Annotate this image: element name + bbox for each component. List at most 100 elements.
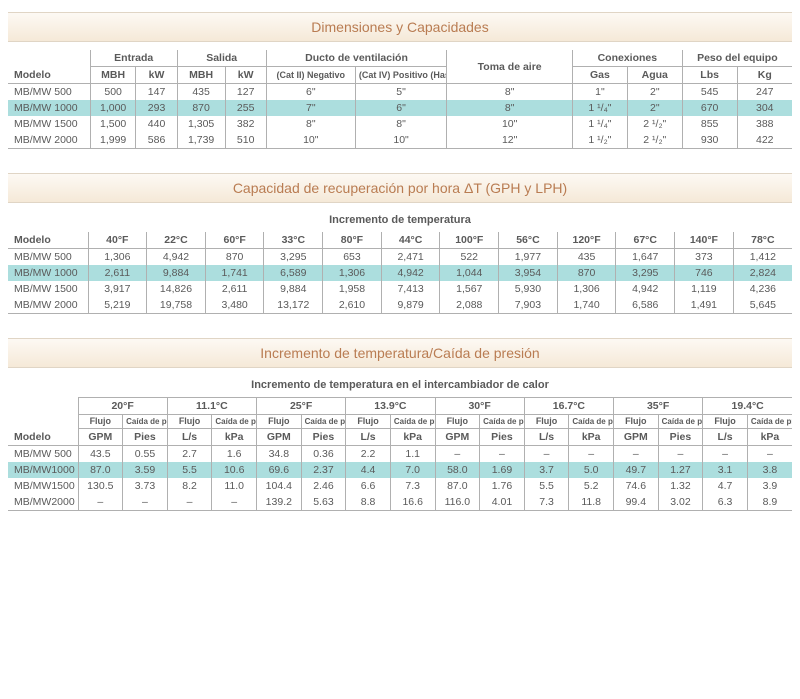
cell: 8.8 [346, 494, 391, 511]
th-temp: 19.4°C [703, 398, 792, 415]
th-flujo: Flujo [524, 415, 569, 429]
th-temp: 16.7°C [524, 398, 613, 415]
cell: 2 ¹/₂" [627, 132, 682, 149]
cell: – [78, 494, 123, 511]
cell: 6" [355, 100, 446, 116]
table-row: MB/MW2000––––139.25.638.816.6116.04.017.… [8, 494, 792, 511]
cell: 10" [447, 116, 573, 132]
cell: 104.4 [257, 478, 302, 494]
cell: 5,219 [88, 297, 147, 314]
th-flujo: Flujo [346, 415, 391, 429]
table-row: MB/MW 15003,91714,8262,6119,8841,9587,41… [8, 281, 792, 297]
th-flujo: Flujo [257, 415, 302, 429]
table-row: MB/MW 20005,21919,7583,48013,1722,6109,8… [8, 297, 792, 314]
cell: – [435, 446, 480, 463]
cell: 34.8 [257, 446, 302, 463]
th-caida: Caída de presión [301, 415, 346, 429]
th-flujo: Flujo [614, 415, 659, 429]
cell: 5.63 [301, 494, 346, 511]
cell: 388 [737, 116, 792, 132]
cell: 5.2 [569, 478, 614, 494]
th-caida: Caída de presión [569, 415, 614, 429]
cell: 670 [682, 100, 737, 116]
cell: 855 [682, 116, 737, 132]
cell: 2.37 [301, 462, 346, 478]
cell: 1,000 [90, 100, 136, 116]
cell: 1.1 [390, 446, 435, 463]
cell: 4.01 [480, 494, 525, 511]
section-recovery: Capacidad de recuperación por hora ΔT (G… [8, 173, 792, 314]
th-temp: 22°C [147, 232, 206, 249]
cell: 1.76 [480, 478, 525, 494]
cell: 4.7 [703, 478, 748, 494]
cell: 3,954 [499, 265, 558, 281]
cell: 19,758 [147, 297, 206, 314]
section2-sub: Incremento de temperatura [8, 211, 792, 232]
cell: 99.4 [614, 494, 659, 511]
cell: 293 [136, 100, 177, 116]
cell: – [614, 446, 659, 463]
cell: 304 [737, 100, 792, 116]
th-kw2: kW [225, 67, 266, 84]
cell: 1,740 [557, 297, 616, 314]
cell: 7,903 [499, 297, 558, 314]
th-caida: Caída de presión [390, 415, 435, 429]
cell: 2" [627, 84, 682, 101]
cell: 3.59 [123, 462, 168, 478]
cell: 7,413 [381, 281, 440, 297]
cell: 422 [737, 132, 792, 149]
cell: 6.6 [346, 478, 391, 494]
table-row: MB/MW 15001,5004401,3053828"8"10"1 ¹/₄"2… [8, 116, 792, 132]
th-unit: L/s [703, 429, 748, 446]
th-toma: Toma de aire [447, 50, 573, 84]
table-row: MB/MW 50043.50.552.71.634.80.362.21.1–––… [8, 446, 792, 463]
th-gas: Gas [573, 67, 628, 84]
th-mbh1: MBH [90, 67, 136, 84]
cell: 3.02 [658, 494, 703, 511]
cell: 87.0 [435, 478, 480, 494]
cell: 440 [136, 116, 177, 132]
cell: 69.6 [257, 462, 302, 478]
th-kg: Kg [737, 67, 792, 84]
cell: 4.4 [346, 462, 391, 478]
cell: 4,942 [381, 265, 440, 281]
cell: MB/MW1500 [8, 478, 78, 494]
cell: 1.27 [658, 462, 703, 478]
cell: 4,236 [733, 281, 792, 297]
cell: 3.7 [524, 462, 569, 478]
th-temp: 44°C [381, 232, 440, 249]
table-row: MB/MW 10001,0002938702557"6"8"1 ¹/₄"2"67… [8, 100, 792, 116]
th-unit: GPM [614, 429, 659, 446]
cell: 5,645 [733, 297, 792, 314]
cell: 2 ¹/₂" [627, 116, 682, 132]
th-temp: 20°F [78, 398, 167, 415]
cell: 5,930 [499, 281, 558, 297]
th-unit: kPa [747, 429, 792, 446]
table-row: MB/MW 20001,9995861,73951010"10"12"1 ¹/₂… [8, 132, 792, 149]
cell: – [658, 446, 703, 463]
th-kw1: kW [136, 67, 177, 84]
cell: 8.2 [167, 478, 212, 494]
cell: 435 [557, 249, 616, 266]
th-unit: Pies [123, 429, 168, 446]
cell: 1,741 [205, 265, 264, 281]
cell: 2,610 [323, 297, 382, 314]
table-row: MB/MW 10002,6119,8841,7416,5891,3064,942… [8, 265, 792, 281]
th-temp: 100°F [440, 232, 499, 249]
cell: 2,824 [733, 265, 792, 281]
cell: 653 [323, 249, 382, 266]
section3-title: Incremento de temperatura/Caída de presi… [8, 338, 792, 368]
cell: 2,611 [88, 265, 147, 281]
cell: 2,471 [381, 249, 440, 266]
cell: 1,647 [616, 249, 675, 266]
cell: 8" [266, 116, 355, 132]
cell: MB/MW 1500 [8, 281, 88, 297]
cell: 5.5 [167, 462, 212, 478]
cell: 870 [177, 100, 225, 116]
cell: 0.36 [301, 446, 346, 463]
table-row: MB/MW1500130.53.738.211.0104.42.466.67.3… [8, 478, 792, 494]
cell: 4,942 [147, 249, 206, 266]
cell: 139.2 [257, 494, 302, 511]
cell: 870 [205, 249, 264, 266]
cell: 586 [136, 132, 177, 149]
